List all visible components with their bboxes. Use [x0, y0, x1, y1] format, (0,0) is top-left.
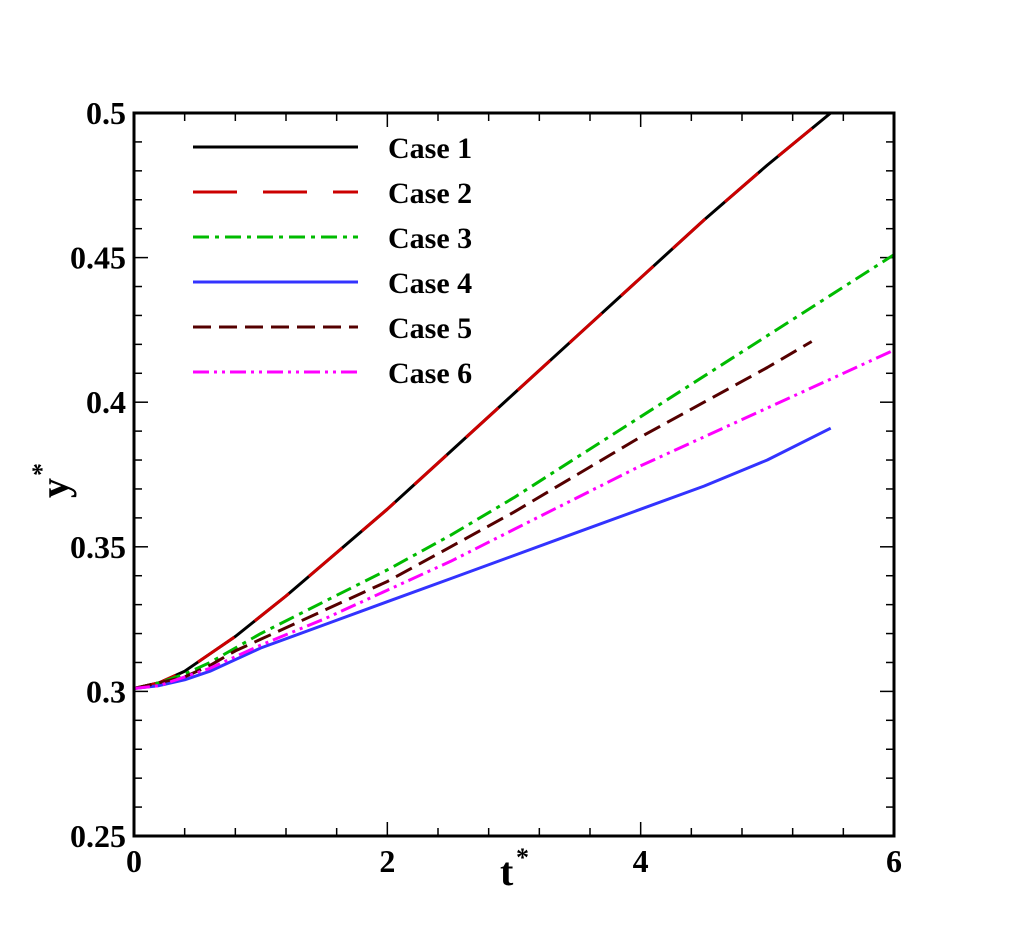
series-line-case-3 [133, 253, 895, 690]
legend: Case 1 Case 2 Case 3 Case 4 Case 5 Case 6 [193, 132, 472, 390]
y-tick-label: 0.25 [70, 818, 126, 854]
x-tick-label: 4 [633, 843, 649, 879]
y-axis-label-superscript: * [27, 463, 56, 476]
series-line-case-4 [133, 426, 832, 690]
y-axis-label: y [32, 478, 77, 498]
legend-label: Case 1 [388, 132, 472, 165]
legend-label: Case 3 [388, 222, 472, 255]
series-line-case-6 [133, 348, 895, 690]
legend-label: Case 6 [388, 357, 472, 390]
x-tick-label: 6 [886, 843, 902, 879]
tick-marks [133, 112, 895, 837]
tick-labels: 0 2 4 6 0.25 0.3 0.35 0.4 0.45 0.5 [70, 95, 902, 879]
x-axis-title: t * [500, 843, 529, 894]
y-tick-label: 0.4 [86, 384, 126, 420]
series-line-case-5 [133, 340, 813, 690]
x-tick-label: 0 [126, 843, 142, 879]
y-tick-label: 0.35 [70, 529, 126, 565]
series-lines [133, 111, 895, 690]
series-line-case-2 [133, 111, 832, 690]
legend-label: Case 4 [388, 267, 472, 300]
legend-label: Case 2 [388, 177, 472, 210]
y-tick-label: 0.45 [70, 240, 126, 276]
legend-label: Case 5 [388, 312, 472, 345]
x-axis-label: t [500, 849, 514, 894]
y-axis-title: y * [27, 463, 77, 498]
x-tick-label: 2 [379, 843, 395, 879]
y-tick-label: 0.3 [86, 673, 126, 709]
x-axis-label-superscript: * [516, 843, 529, 872]
y-tick-label: 0.5 [86, 95, 126, 131]
plot-frame [132, 111, 896, 838]
